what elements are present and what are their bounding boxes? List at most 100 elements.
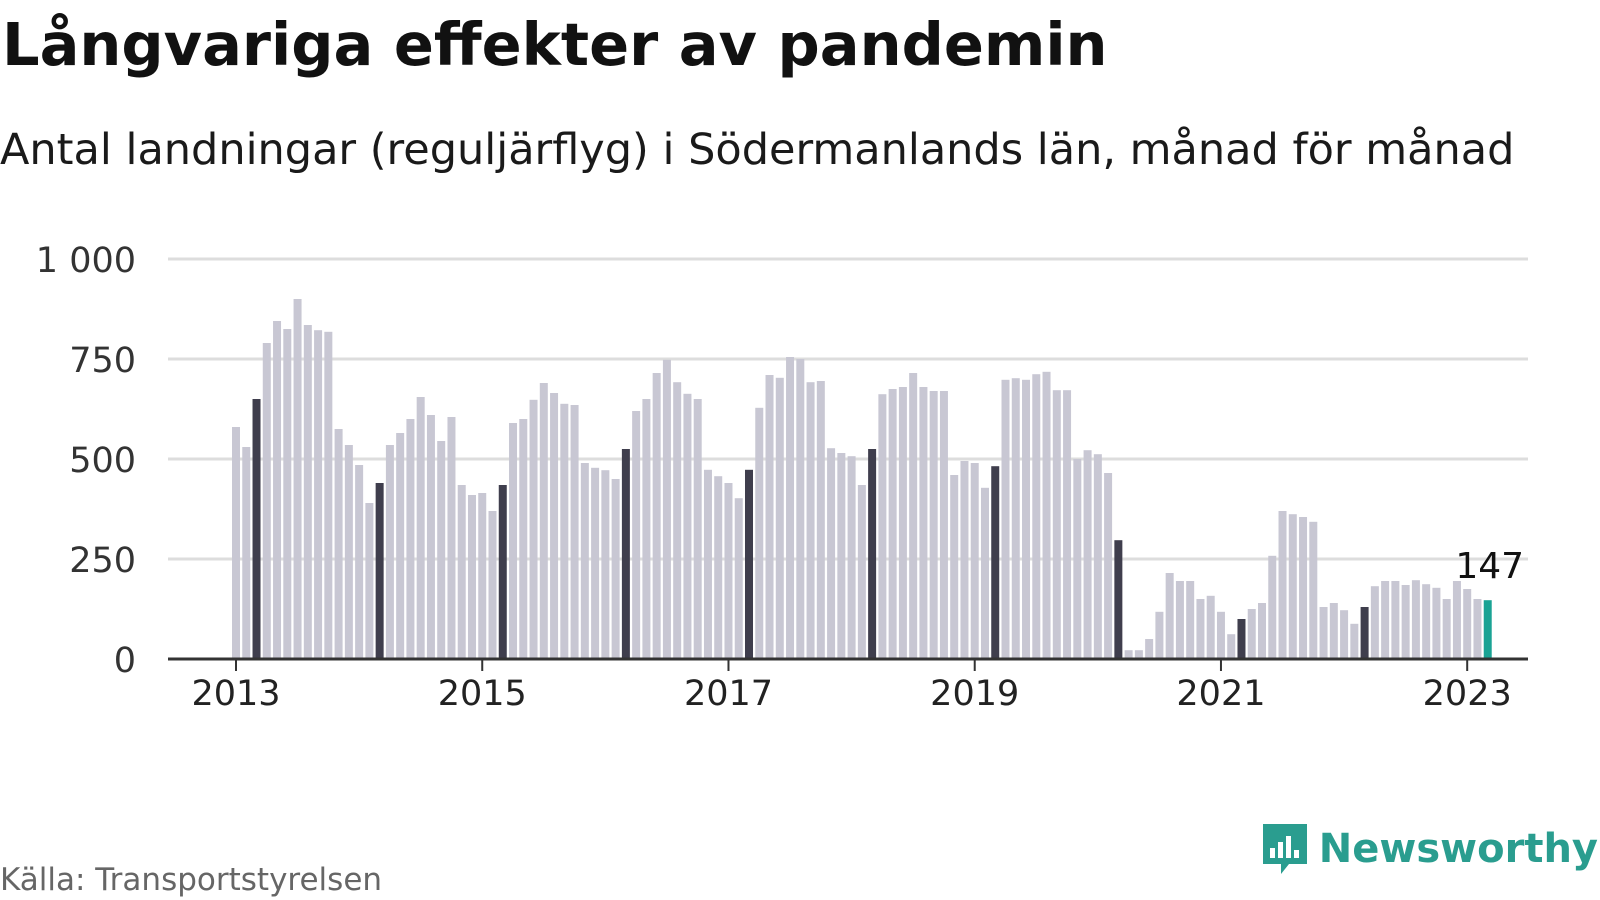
bar — [1073, 459, 1082, 659]
bar — [375, 483, 384, 659]
bar — [1022, 379, 1031, 659]
bar — [991, 466, 1000, 659]
bar — [1483, 600, 1492, 659]
bar — [796, 359, 805, 659]
bar — [529, 399, 538, 659]
bar — [980, 487, 989, 659]
bar — [1227, 634, 1236, 659]
bar — [745, 469, 753, 659]
bar — [1432, 587, 1441, 659]
bar — [1360, 607, 1369, 659]
bar — [1042, 371, 1051, 659]
bar — [467, 495, 476, 659]
bar — [273, 321, 282, 659]
bar — [806, 382, 815, 659]
bar — [919, 387, 928, 659]
bar — [827, 448, 836, 659]
bar — [1299, 517, 1308, 659]
bar — [898, 387, 907, 659]
brand-logo[interactable]: Newsworthy — [1259, 820, 1598, 878]
bar — [1052, 390, 1061, 659]
bar — [1381, 581, 1390, 659]
bar — [1124, 650, 1133, 659]
bar — [344, 445, 353, 659]
bar — [734, 498, 743, 659]
bar — [478, 493, 487, 659]
bar — [970, 463, 979, 659]
bar — [1463, 589, 1472, 659]
x-tick-label: 2019 — [930, 674, 1019, 714]
bar — [1422, 584, 1431, 659]
bar — [837, 453, 846, 659]
bar — [550, 393, 559, 659]
bar — [1145, 639, 1154, 659]
bar — [232, 427, 240, 659]
bar — [1401, 585, 1410, 659]
bar — [1032, 374, 1041, 659]
labels: 0 250 500 750 1 000 2013 2015 2017 2019 2021 2023 1… — [36, 241, 1524, 714]
bar — [1247, 609, 1256, 659]
bar — [775, 377, 784, 659]
bar — [857, 485, 866, 659]
x-tick-label: 2023 — [1423, 674, 1512, 714]
x-tick-label: 2021 — [1176, 674, 1265, 714]
bar — [1114, 540, 1123, 659]
bar — [673, 382, 682, 659]
bar — [939, 391, 948, 659]
bar — [960, 461, 969, 659]
bar — [1350, 623, 1359, 659]
bar — [303, 325, 312, 659]
bar — [570, 405, 579, 659]
bar — [693, 399, 702, 659]
bar — [1237, 619, 1246, 659]
bar — [437, 441, 446, 659]
bar — [1001, 379, 1010, 659]
bar — [909, 373, 918, 659]
bar — [1196, 599, 1205, 659]
newsworthy-logo-icon — [1262, 824, 1307, 874]
latest-value-label: 147 — [1455, 546, 1524, 587]
bar — [1093, 454, 1102, 659]
bar — [1329, 603, 1338, 659]
bar — [714, 476, 723, 659]
y-tick-label: 500 — [69, 441, 136, 481]
bar — [262, 343, 271, 659]
source-note: Källa: Transportstyrelsen — [0, 862, 383, 898]
y-tick-label: 0 — [114, 641, 136, 681]
bar — [1340, 610, 1349, 659]
bar — [1370, 586, 1379, 659]
bar — [765, 375, 774, 659]
bar — [355, 465, 364, 659]
bar — [426, 415, 435, 659]
bar — [621, 449, 630, 659]
bar — [652, 373, 661, 659]
bar — [252, 399, 261, 659]
bar — [416, 397, 425, 659]
bar — [1442, 599, 1451, 659]
bars — [232, 299, 1492, 659]
bar — [755, 407, 764, 659]
bar — [642, 399, 651, 659]
axes — [168, 657, 1528, 671]
bar — [365, 503, 374, 659]
bar — [1268, 555, 1277, 659]
bar — [334, 429, 343, 659]
bar — [539, 383, 548, 659]
bar — [406, 419, 415, 659]
bar — [1083, 450, 1092, 659]
bar — [385, 445, 394, 659]
bar — [703, 469, 712, 659]
bar — [1063, 390, 1072, 659]
bar — [1452, 581, 1461, 659]
bar — [662, 359, 671, 659]
bar — [488, 511, 497, 659]
bar — [498, 485, 507, 659]
bar — [447, 417, 456, 659]
x-tick-label: 2013 — [191, 674, 280, 714]
bar — [1165, 573, 1174, 659]
bar — [632, 411, 641, 659]
bar — [601, 470, 610, 659]
bar — [1309, 521, 1318, 659]
bar — [847, 456, 856, 659]
bar — [314, 330, 323, 659]
